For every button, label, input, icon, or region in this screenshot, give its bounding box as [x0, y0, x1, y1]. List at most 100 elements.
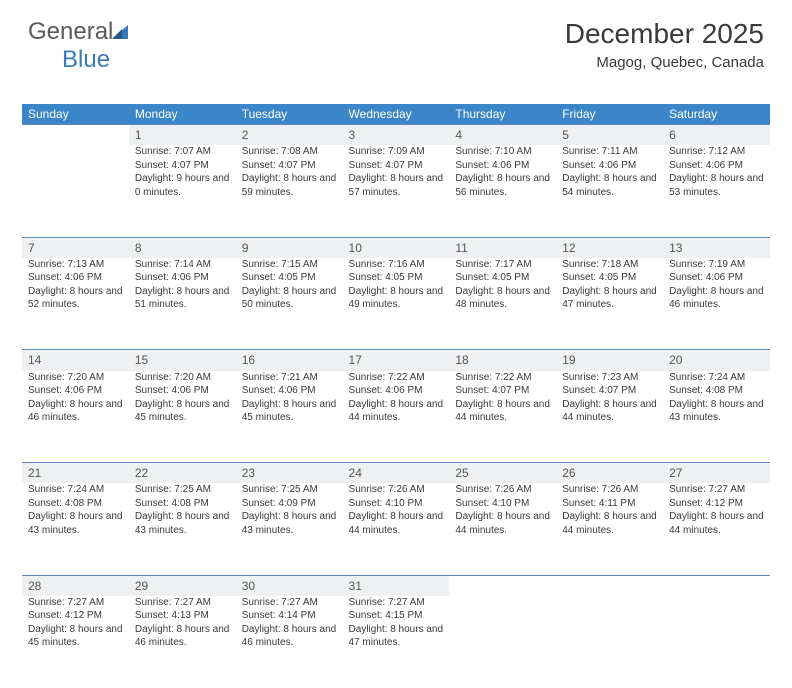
- sunrise-text: Sunrise: 7:23 AM: [562, 371, 657, 385]
- sunrise-text: Sunrise: 7:25 AM: [242, 483, 337, 497]
- sunrise-text: Sunrise: 7:27 AM: [28, 596, 123, 610]
- daylight-text: Daylight: 8 hours and 44 minutes.: [562, 398, 657, 425]
- day-number: 28: [22, 575, 129, 596]
- daylight-text: Daylight: 8 hours and 44 minutes.: [349, 510, 444, 537]
- weekday-header: Thursday: [449, 104, 556, 125]
- daylight-text: Daylight: 9 hours and 0 minutes.: [135, 172, 230, 199]
- daylight-text: Daylight: 8 hours and 46 minutes.: [669, 285, 764, 312]
- daylight-text: Daylight: 8 hours and 50 minutes.: [242, 285, 337, 312]
- day-number: 19: [556, 350, 663, 371]
- daylight-text: Daylight: 8 hours and 59 minutes.: [242, 172, 337, 199]
- sunset-text: Sunset: 4:05 PM: [242, 271, 337, 285]
- sunrise-text: Sunrise: 7:24 AM: [669, 371, 764, 385]
- sunset-text: Sunset: 4:06 PM: [349, 384, 444, 398]
- day-cell: Sunrise: 7:27 AMSunset: 4:13 PMDaylight:…: [129, 596, 236, 688]
- day-cell: Sunrise: 7:22 AMSunset: 4:07 PMDaylight:…: [449, 371, 556, 463]
- day-cell: Sunrise: 7:26 AMSunset: 4:11 PMDaylight:…: [556, 483, 663, 575]
- daylight-text: Daylight: 8 hours and 47 minutes.: [349, 623, 444, 650]
- day-number: 11: [449, 237, 556, 258]
- day-number: [22, 125, 129, 146]
- sunset-text: Sunset: 4:06 PM: [562, 159, 657, 173]
- sunset-text: Sunset: 4:09 PM: [242, 497, 337, 511]
- sunset-text: Sunset: 4:08 PM: [135, 497, 230, 511]
- sunset-text: Sunset: 4:10 PM: [349, 497, 444, 511]
- day-cell: Sunrise: 7:25 AMSunset: 4:09 PMDaylight:…: [236, 483, 343, 575]
- month-title: December 2025: [565, 18, 764, 50]
- daylight-text: Daylight: 8 hours and 43 minutes.: [242, 510, 337, 537]
- sunset-text: Sunset: 4:11 PM: [562, 497, 657, 511]
- page-header: December 2025 Magog, Quebec, Canada: [565, 18, 764, 71]
- day-cell: Sunrise: 7:12 AMSunset: 4:06 PMDaylight:…: [663, 145, 770, 237]
- day-cell: Sunrise: 7:26 AMSunset: 4:10 PMDaylight:…: [449, 483, 556, 575]
- daylight-text: Daylight: 8 hours and 43 minutes.: [669, 398, 764, 425]
- sunrise-text: Sunrise: 7:26 AM: [455, 483, 550, 497]
- sunrise-text: Sunrise: 7:15 AM: [242, 258, 337, 272]
- sunset-text: Sunset: 4:08 PM: [28, 497, 123, 511]
- sunset-text: Sunset: 4:08 PM: [669, 384, 764, 398]
- brand-part2: Blue: [62, 46, 110, 73]
- day-number: 12: [556, 237, 663, 258]
- sunrise-text: Sunrise: 7:19 AM: [669, 258, 764, 272]
- day-cell: Sunrise: 7:23 AMSunset: 4:07 PMDaylight:…: [556, 371, 663, 463]
- sunrise-text: Sunrise: 7:09 AM: [349, 145, 444, 159]
- sunrise-text: Sunrise: 7:25 AM: [135, 483, 230, 497]
- daylight-text: Daylight: 8 hours and 48 minutes.: [455, 285, 550, 312]
- sunset-text: Sunset: 4:05 PM: [455, 271, 550, 285]
- daylight-text: Daylight: 8 hours and 57 minutes.: [349, 172, 444, 199]
- day-number: 7: [22, 237, 129, 258]
- sunset-text: Sunset: 4:15 PM: [349, 609, 444, 623]
- daylight-text: Daylight: 8 hours and 43 minutes.: [28, 510, 123, 537]
- day-cell: Sunrise: 7:26 AMSunset: 4:10 PMDaylight:…: [343, 483, 450, 575]
- sunrise-text: Sunrise: 7:20 AM: [28, 371, 123, 385]
- sunset-text: Sunset: 4:06 PM: [669, 271, 764, 285]
- day-number: 22: [129, 463, 236, 484]
- day-number: 23: [236, 463, 343, 484]
- day-cell: Sunrise: 7:22 AMSunset: 4:06 PMDaylight:…: [343, 371, 450, 463]
- sunset-text: Sunset: 4:06 PM: [28, 271, 123, 285]
- day-number: 8: [129, 237, 236, 258]
- daylight-text: Daylight: 8 hours and 45 minutes.: [28, 623, 123, 650]
- weekday-header: Monday: [129, 104, 236, 125]
- sunset-text: Sunset: 4:12 PM: [669, 497, 764, 511]
- daylight-text: Daylight: 8 hours and 43 minutes.: [135, 510, 230, 537]
- weekday-header: Saturday: [663, 104, 770, 125]
- sunrise-text: Sunrise: 7:22 AM: [349, 371, 444, 385]
- day-cell: Sunrise: 7:27 AMSunset: 4:14 PMDaylight:…: [236, 596, 343, 688]
- brand-logo: General Blue: [28, 18, 130, 74]
- sunrise-text: Sunrise: 7:27 AM: [135, 596, 230, 610]
- day-cell: Sunrise: 7:13 AMSunset: 4:06 PMDaylight:…: [22, 258, 129, 350]
- day-number: 3: [343, 125, 450, 146]
- sunrise-text: Sunrise: 7:11 AM: [562, 145, 657, 159]
- day-number: 6: [663, 125, 770, 146]
- day-cell: Sunrise: 7:27 AMSunset: 4:15 PMDaylight:…: [343, 596, 450, 688]
- sunrise-text: Sunrise: 7:17 AM: [455, 258, 550, 272]
- sunset-text: Sunset: 4:06 PM: [135, 384, 230, 398]
- day-number-row: 123456: [22, 125, 770, 146]
- day-number: 20: [663, 350, 770, 371]
- day-number: 29: [129, 575, 236, 596]
- sunset-text: Sunset: 4:06 PM: [28, 384, 123, 398]
- sunset-text: Sunset: 4:05 PM: [349, 271, 444, 285]
- day-number: 26: [556, 463, 663, 484]
- daylight-text: Daylight: 8 hours and 54 minutes.: [562, 172, 657, 199]
- day-content-row: Sunrise: 7:13 AMSunset: 4:06 PMDaylight:…: [22, 258, 770, 350]
- day-number: 4: [449, 125, 556, 146]
- sunset-text: Sunset: 4:12 PM: [28, 609, 123, 623]
- sunset-text: Sunset: 4:13 PM: [135, 609, 230, 623]
- day-number: 2: [236, 125, 343, 146]
- daylight-text: Daylight: 8 hours and 51 minutes.: [135, 285, 230, 312]
- day-cell: Sunrise: 7:07 AMSunset: 4:07 PMDaylight:…: [129, 145, 236, 237]
- daylight-text: Daylight: 8 hours and 44 minutes.: [455, 398, 550, 425]
- weekday-header: Tuesday: [236, 104, 343, 125]
- weekday-header: Wednesday: [343, 104, 450, 125]
- sunset-text: Sunset: 4:06 PM: [669, 159, 764, 173]
- sunrise-text: Sunrise: 7:27 AM: [669, 483, 764, 497]
- sunrise-text: Sunrise: 7:27 AM: [242, 596, 337, 610]
- daylight-text: Daylight: 8 hours and 56 minutes.: [455, 172, 550, 199]
- sunset-text: Sunset: 4:07 PM: [562, 384, 657, 398]
- sunrise-text: Sunrise: 7:16 AM: [349, 258, 444, 272]
- sunset-text: Sunset: 4:06 PM: [135, 271, 230, 285]
- day-number: 9: [236, 237, 343, 258]
- day-number-row: 21222324252627: [22, 463, 770, 484]
- day-cell: Sunrise: 7:17 AMSunset: 4:05 PMDaylight:…: [449, 258, 556, 350]
